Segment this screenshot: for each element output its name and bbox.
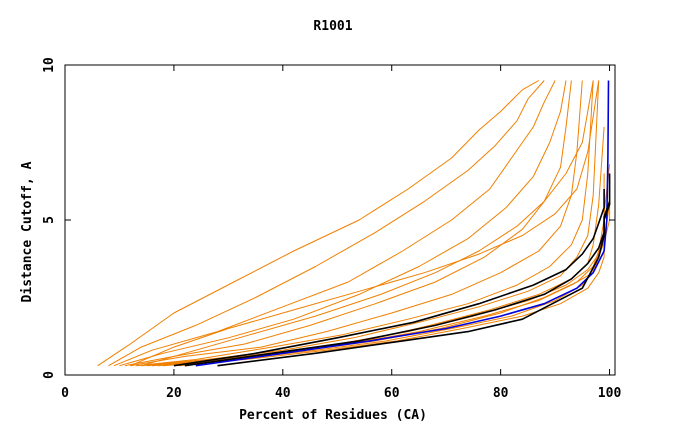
series-line-orange-13 xyxy=(130,80,600,367)
series-layer xyxy=(97,80,611,367)
series-line-orange-2 xyxy=(113,80,556,367)
y-tick-label: 0 xyxy=(42,371,57,379)
x-tick-label: 80 xyxy=(493,386,509,401)
y-axis-label: Distance Cutoff, A xyxy=(20,161,35,302)
series-line-black-18 xyxy=(217,173,611,367)
y-tick-label: 5 xyxy=(42,216,57,224)
x-axis-label: Percent of Residues (CA) xyxy=(239,408,427,423)
series-line-orange-6 xyxy=(135,80,594,367)
series-line-orange-1 xyxy=(108,80,545,367)
plot-frame xyxy=(64,64,616,376)
series-line-orange-5 xyxy=(130,80,583,367)
series-line-orange-7 xyxy=(141,80,600,367)
series-line-orange-11 xyxy=(162,204,611,367)
x-tick-label: 40 xyxy=(275,386,291,401)
series-line-blue-19 xyxy=(195,80,610,367)
x-tick-label: 0 xyxy=(61,386,69,401)
series-line-orange-3 xyxy=(119,80,567,367)
chart-title: R1001 xyxy=(313,19,352,34)
series-line-orange-12 xyxy=(141,80,594,367)
series-line-black-16 xyxy=(173,189,605,367)
series-line-orange-0 xyxy=(97,80,540,367)
ticks-layer: 0 20 40 60 80 100 0 5 10 xyxy=(42,57,621,401)
series-line-orange-4 xyxy=(124,80,572,367)
series-line-orange-15 xyxy=(179,182,611,367)
x-tick-label: 100 xyxy=(598,386,622,401)
y-tick-label: 10 xyxy=(42,57,57,73)
series-line-orange-14 xyxy=(173,164,611,367)
x-tick-label: 60 xyxy=(384,386,400,401)
x-tick-label: 20 xyxy=(166,386,182,401)
